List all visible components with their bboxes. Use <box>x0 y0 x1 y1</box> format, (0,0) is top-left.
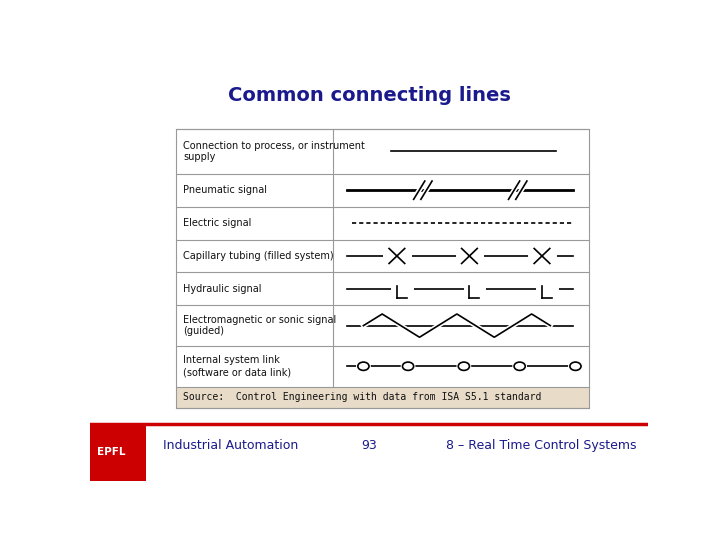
Circle shape <box>569 361 582 371</box>
Text: Pneumatic signal: Pneumatic signal <box>183 185 267 195</box>
Text: EPFL: EPFL <box>97 447 126 457</box>
Bar <box>90 424 145 481</box>
Circle shape <box>356 361 370 371</box>
Circle shape <box>513 361 526 371</box>
Text: Electric signal: Electric signal <box>183 218 251 228</box>
Text: Source:  Control Engineering with data from ISA S5.1 standard: Source: Control Engineering with data fr… <box>183 392 541 402</box>
Text: Electromagnetic or sonic signal
(guided): Electromagnetic or sonic signal (guided) <box>183 315 336 336</box>
Text: Internal system link
(software or data link): Internal system link (software or data l… <box>183 355 292 377</box>
Text: Hydraulic signal: Hydraulic signal <box>183 284 261 294</box>
Text: 8 – Real Time Control Systems: 8 – Real Time Control Systems <box>446 439 637 452</box>
Text: Connection to process, or instrument
supply: Connection to process, or instrument sup… <box>183 141 365 163</box>
Bar <box>176 129 590 408</box>
Text: Industrial Automation: Industrial Automation <box>163 439 298 452</box>
Text: 93: 93 <box>361 439 377 452</box>
Circle shape <box>401 361 415 371</box>
Bar <box>176 387 590 408</box>
Circle shape <box>457 361 471 371</box>
Text: Capillary tubing (filled system): Capillary tubing (filled system) <box>183 251 334 261</box>
Text: Common connecting lines: Common connecting lines <box>228 86 510 105</box>
